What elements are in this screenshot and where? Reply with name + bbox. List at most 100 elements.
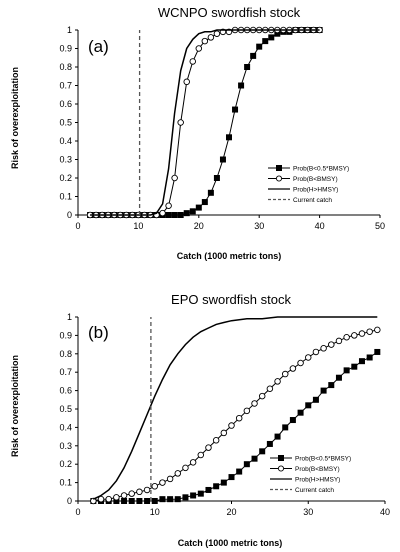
panel-b-square-point bbox=[205, 486, 212, 493]
panel-a-square-point bbox=[195, 204, 202, 211]
panel-b-circle-point bbox=[166, 475, 174, 483]
panel-a-x-tick-label: 50 bbox=[375, 221, 385, 231]
panel-b-square-point bbox=[374, 348, 381, 355]
panel-b-y-tick-label: 0.8 bbox=[59, 349, 72, 359]
panel-b-square-point bbox=[351, 363, 358, 370]
panel-a-y-axis-label: Risk of overexploitation bbox=[10, 67, 20, 169]
panel-b-circle-point bbox=[258, 392, 266, 400]
panel-b-square-point bbox=[312, 396, 319, 403]
panel-b-square-point bbox=[251, 455, 258, 462]
panel-a-square-point bbox=[274, 30, 281, 37]
panel-a-y-tick-label: 0.5 bbox=[59, 118, 72, 128]
panel-b-square-point bbox=[128, 498, 135, 504]
panel-a-square-point bbox=[213, 175, 220, 181]
panel-b-square-point bbox=[159, 496, 166, 503]
panel-b-hmsy-line bbox=[92, 316, 378, 500]
panel-a-circle-point bbox=[177, 119, 184, 126]
panel-b-square-point bbox=[366, 354, 373, 361]
panel-b-circle-point bbox=[281, 370, 289, 378]
panel-a-y-tick-label: 0.2 bbox=[59, 173, 72, 183]
panel-b-square-point bbox=[358, 358, 365, 365]
panel-b-square-point bbox=[274, 433, 281, 440]
panel-a-square-point bbox=[262, 38, 269, 45]
panel-b-circle-point bbox=[343, 333, 350, 341]
panel-b-x-tick-label: 30 bbox=[303, 507, 313, 517]
panel-a-x-tick-label: 0 bbox=[75, 221, 80, 231]
panel-b-square-point bbox=[305, 402, 312, 409]
panel-b-square-point bbox=[228, 474, 235, 481]
panel-b-square-point bbox=[213, 483, 220, 490]
panel-b-circle-point bbox=[366, 328, 373, 335]
panel-b-y-tick-label: 1 bbox=[67, 312, 72, 322]
panel-b-square-point bbox=[136, 498, 143, 504]
panel-a-legend-label: Prob(B<BMSY) bbox=[293, 176, 338, 183]
panel-b-circle-point bbox=[212, 437, 220, 444]
panel-b-circle-point bbox=[143, 486, 151, 494]
panel-b-circle-point bbox=[136, 488, 143, 496]
panel-a-hmsy-line bbox=[90, 29, 320, 216]
panel-a-square-point bbox=[189, 208, 196, 215]
panel-b-circle-point bbox=[159, 479, 166, 486]
panel-a-circle-point bbox=[159, 209, 166, 217]
panel-b-square-point bbox=[328, 382, 335, 389]
panel-b-circle-point bbox=[151, 483, 158, 490]
panel-a-square-point bbox=[226, 134, 232, 141]
panel-a-y-tick-label: 0.8 bbox=[59, 62, 72, 72]
panel-a-circle-point bbox=[207, 34, 215, 41]
panel-a-y-tick-label: 0.6 bbox=[59, 99, 72, 109]
panel-b-square-point bbox=[174, 496, 181, 503]
panel-a-x-axis-label: Catch (1000 metric tons) bbox=[177, 251, 282, 261]
panel-b-circle-point bbox=[220, 429, 228, 437]
panel-b-x-tick-label: 10 bbox=[150, 507, 160, 517]
panel-b-panel-label: (b) bbox=[88, 323, 109, 342]
panel-a-square-point bbox=[244, 64, 251, 70]
panel-a-legend-label: Current catch bbox=[293, 197, 332, 204]
panel-b-y-tick-label: 0.4 bbox=[59, 422, 72, 432]
panel-a-circle-point bbox=[213, 30, 221, 37]
panel-b-square-point bbox=[343, 367, 350, 374]
panel-b-circle-point bbox=[182, 464, 189, 472]
panel-b-circle-point bbox=[197, 451, 205, 459]
panel-b-y-tick-label: 0.2 bbox=[59, 459, 72, 469]
panel-a-y-tick-label: 0.4 bbox=[59, 136, 72, 146]
panel-b-circle-point bbox=[335, 337, 343, 345]
panel-b-square-point bbox=[151, 498, 158, 504]
panel-b-circle-point bbox=[251, 400, 258, 407]
panel-a-circle-point bbox=[189, 58, 197, 65]
panel-a-panel-label: (a) bbox=[88, 37, 109, 56]
panel-a-y-tick-label: 0.9 bbox=[59, 44, 72, 54]
panel-b-circle-point bbox=[289, 365, 297, 372]
panel-b-legend-label: Prob(B<0.5*BMSY) bbox=[295, 455, 351, 462]
panel-b-circle-point bbox=[113, 494, 120, 501]
panel-b-y-tick-label: 0.6 bbox=[59, 386, 72, 396]
panel-b-circle-point bbox=[297, 359, 304, 367]
panel-b-x-tick-label: 20 bbox=[226, 507, 236, 517]
panel-b-square-point bbox=[282, 424, 289, 431]
panel-a-circle-point bbox=[165, 202, 172, 209]
panel-a: WCNPO swordfish stock Risk of overexploi… bbox=[10, 5, 385, 261]
panel-a-square-point bbox=[201, 199, 208, 206]
panel-b-circle-point bbox=[128, 490, 135, 497]
panel-a-y-tick-label: 0.1 bbox=[59, 192, 72, 202]
panel-a-y-tick-label: 0.3 bbox=[59, 155, 72, 165]
panel-b-circle-point bbox=[90, 497, 97, 505]
panel-a-circle-point bbox=[195, 45, 203, 52]
panel-b-legend-label: Current catch bbox=[295, 487, 334, 494]
panel-b-circle-point bbox=[174, 470, 182, 477]
panel-b-circle-point bbox=[205, 444, 212, 451]
panel-b-square-point bbox=[243, 461, 250, 468]
panel-a-square-point bbox=[238, 82, 245, 89]
panel-a-square-point bbox=[256, 43, 263, 50]
panel-b-circle-point bbox=[97, 495, 105, 503]
panel-b-square-point bbox=[121, 498, 128, 504]
panel-a-legend-label: Prob(H>HMSY) bbox=[293, 186, 338, 193]
panel-a-x-tick-label: 30 bbox=[254, 221, 264, 231]
panel-b-square-point bbox=[289, 417, 296, 424]
panel-b-circle-point bbox=[312, 348, 320, 356]
panel-b-y-tick-label: 0.9 bbox=[59, 330, 72, 340]
panel-b-circle-point bbox=[358, 330, 366, 337]
panel-a-square-point bbox=[177, 212, 184, 218]
panel-a-legend-label: Prob(B<0.5*BMSY) bbox=[293, 165, 349, 172]
panel-a-series-0-line bbox=[90, 29, 320, 216]
